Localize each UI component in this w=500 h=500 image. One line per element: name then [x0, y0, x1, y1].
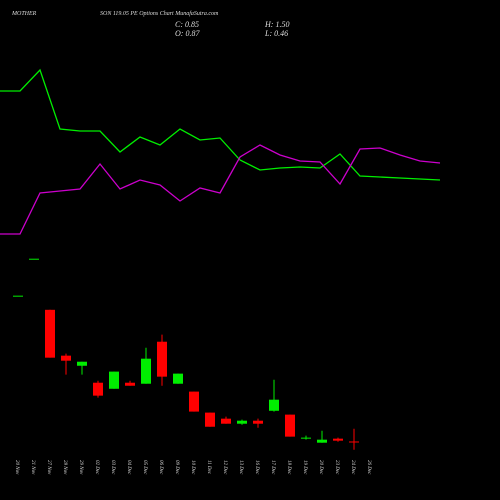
x-tick-label: 02 Dec	[94, 460, 99, 475]
line-series	[0, 68, 441, 181]
x-tick-label: 18 Dec	[286, 460, 291, 475]
x-tick-label: 28 Nov	[62, 460, 67, 475]
x-tick-label: 20 Nov	[14, 460, 19, 475]
x-tick-label: 27 Nov	[46, 460, 51, 475]
x-tick-label: 03 Dec	[110, 460, 115, 475]
candle-body	[29, 258, 39, 260]
chart-title: MOTHER	[11, 11, 37, 17]
candle-body	[237, 420, 247, 424]
stat-low: L: 0.46	[264, 29, 288, 38]
stat-high: H: 1.50	[264, 20, 289, 29]
x-tick-label: 09 Dec	[174, 460, 179, 475]
stat-open: O: 0.87	[175, 29, 200, 38]
candle-body	[189, 391, 199, 412]
candle-body	[77, 361, 87, 366]
x-tick-label: 26 Dec	[366, 460, 371, 475]
candle-body	[109, 371, 119, 389]
x-tick-label: 06 Dec	[158, 460, 163, 475]
line-series	[0, 144, 441, 235]
candle-body	[285, 414, 295, 437]
candle-body	[333, 438, 343, 441]
chart-subtitle: SON 119.05 PE Options Chart MunafaSutra.…	[100, 10, 219, 17]
candle-body	[269, 399, 279, 411]
x-tick-label: 16 Dec	[254, 460, 259, 475]
candle-body	[317, 439, 327, 443]
candle-body	[253, 420, 263, 424]
x-tick-label: 05 Dec	[142, 460, 147, 475]
candle-body	[13, 295, 23, 297]
x-tick-label: 13 Dec	[238, 460, 243, 475]
candle-body	[349, 441, 359, 443]
x-tick-label: 19 Dec	[302, 460, 307, 475]
candle-body	[45, 309, 55, 358]
candle-body	[93, 382, 103, 396]
stat-close: C: 0.85	[175, 20, 199, 29]
x-tick-label: 24 Dec	[350, 460, 355, 475]
x-tick-label: 29 Nov	[78, 460, 83, 475]
x-tick-label: 12 Dec	[222, 460, 227, 475]
x-tick-label: 20 Dec	[318, 460, 323, 475]
x-tick-label: 11 Dec	[206, 460, 211, 475]
x-tick-label: 21 Nov	[30, 460, 35, 475]
candle-body	[61, 355, 71, 361]
x-tick-label: 10 Dec	[190, 460, 195, 475]
candle-body	[125, 382, 135, 386]
x-tick-label: 17 Dec	[270, 460, 275, 475]
candle-body	[301, 437, 311, 439]
candle-body	[173, 373, 183, 384]
candle-body	[157, 341, 167, 377]
candle-body	[141, 358, 151, 384]
candle-body	[221, 418, 231, 424]
x-tick-label: 23 Dec	[334, 460, 339, 475]
candle-body	[205, 412, 215, 427]
x-tick-label: 04 Dec	[126, 460, 131, 475]
